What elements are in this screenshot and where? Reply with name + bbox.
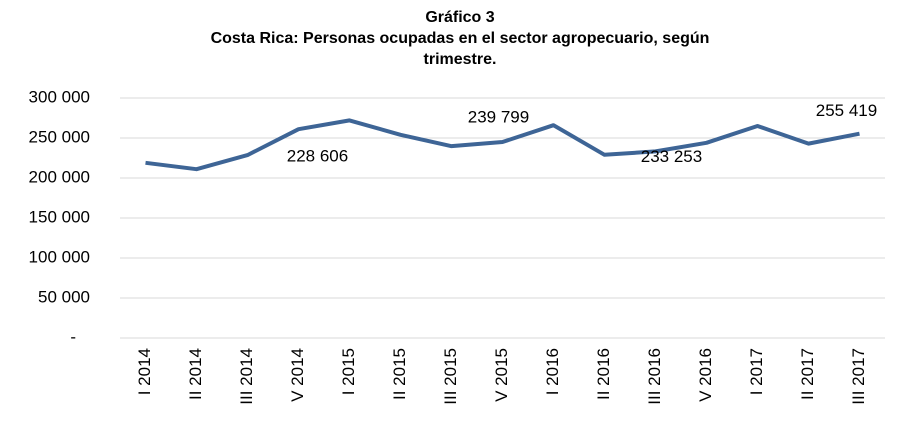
x-tick-label: I 2015 bbox=[339, 348, 358, 395]
chart-title: Costa Rica: Personas ocupadas en el sect… bbox=[211, 30, 710, 47]
y-tick-label: 50 000 bbox=[38, 287, 90, 306]
y-tick-label: 200 000 bbox=[29, 167, 90, 186]
x-tick-label: III 2017 bbox=[849, 348, 868, 405]
x-tick-label: I 2016 bbox=[543, 348, 562, 395]
x-tick-label: II 2014 bbox=[186, 348, 205, 400]
x-tick-label: III 2016 bbox=[645, 348, 664, 405]
data-label: 233 253 bbox=[641, 147, 702, 166]
x-tick-label: III 2015 bbox=[441, 348, 460, 405]
x-tick-label: V 2014 bbox=[288, 348, 307, 402]
data-label: 228 606 bbox=[287, 147, 348, 166]
chart-title: Gráfico 3 bbox=[425, 9, 494, 26]
x-tick-label: II 2017 bbox=[798, 348, 817, 400]
data-label: 255 419 bbox=[816, 101, 877, 120]
y-tick-label: 250 000 bbox=[29, 127, 90, 146]
x-tick-label: I 2014 bbox=[135, 348, 154, 395]
line bbox=[145, 118, 860, 172]
y-tick-label: 100 000 bbox=[29, 247, 90, 266]
x-tick-label: II 2016 bbox=[594, 348, 613, 400]
data-label: 239 799 bbox=[468, 108, 529, 127]
y-tick-label: 150 000 bbox=[29, 207, 90, 226]
x-tick-label: V 2016 bbox=[696, 348, 715, 402]
x-tick-label: I 2017 bbox=[747, 348, 766, 395]
x-tick-label: III 2014 bbox=[237, 348, 256, 405]
x-tick-label: II 2015 bbox=[390, 348, 409, 400]
y-tick-label: - bbox=[70, 327, 76, 346]
chart-title: trimestre. bbox=[424, 51, 497, 68]
x-tick-label: V 2015 bbox=[492, 348, 511, 402]
y-tick-label: 300 000 bbox=[29, 87, 90, 106]
